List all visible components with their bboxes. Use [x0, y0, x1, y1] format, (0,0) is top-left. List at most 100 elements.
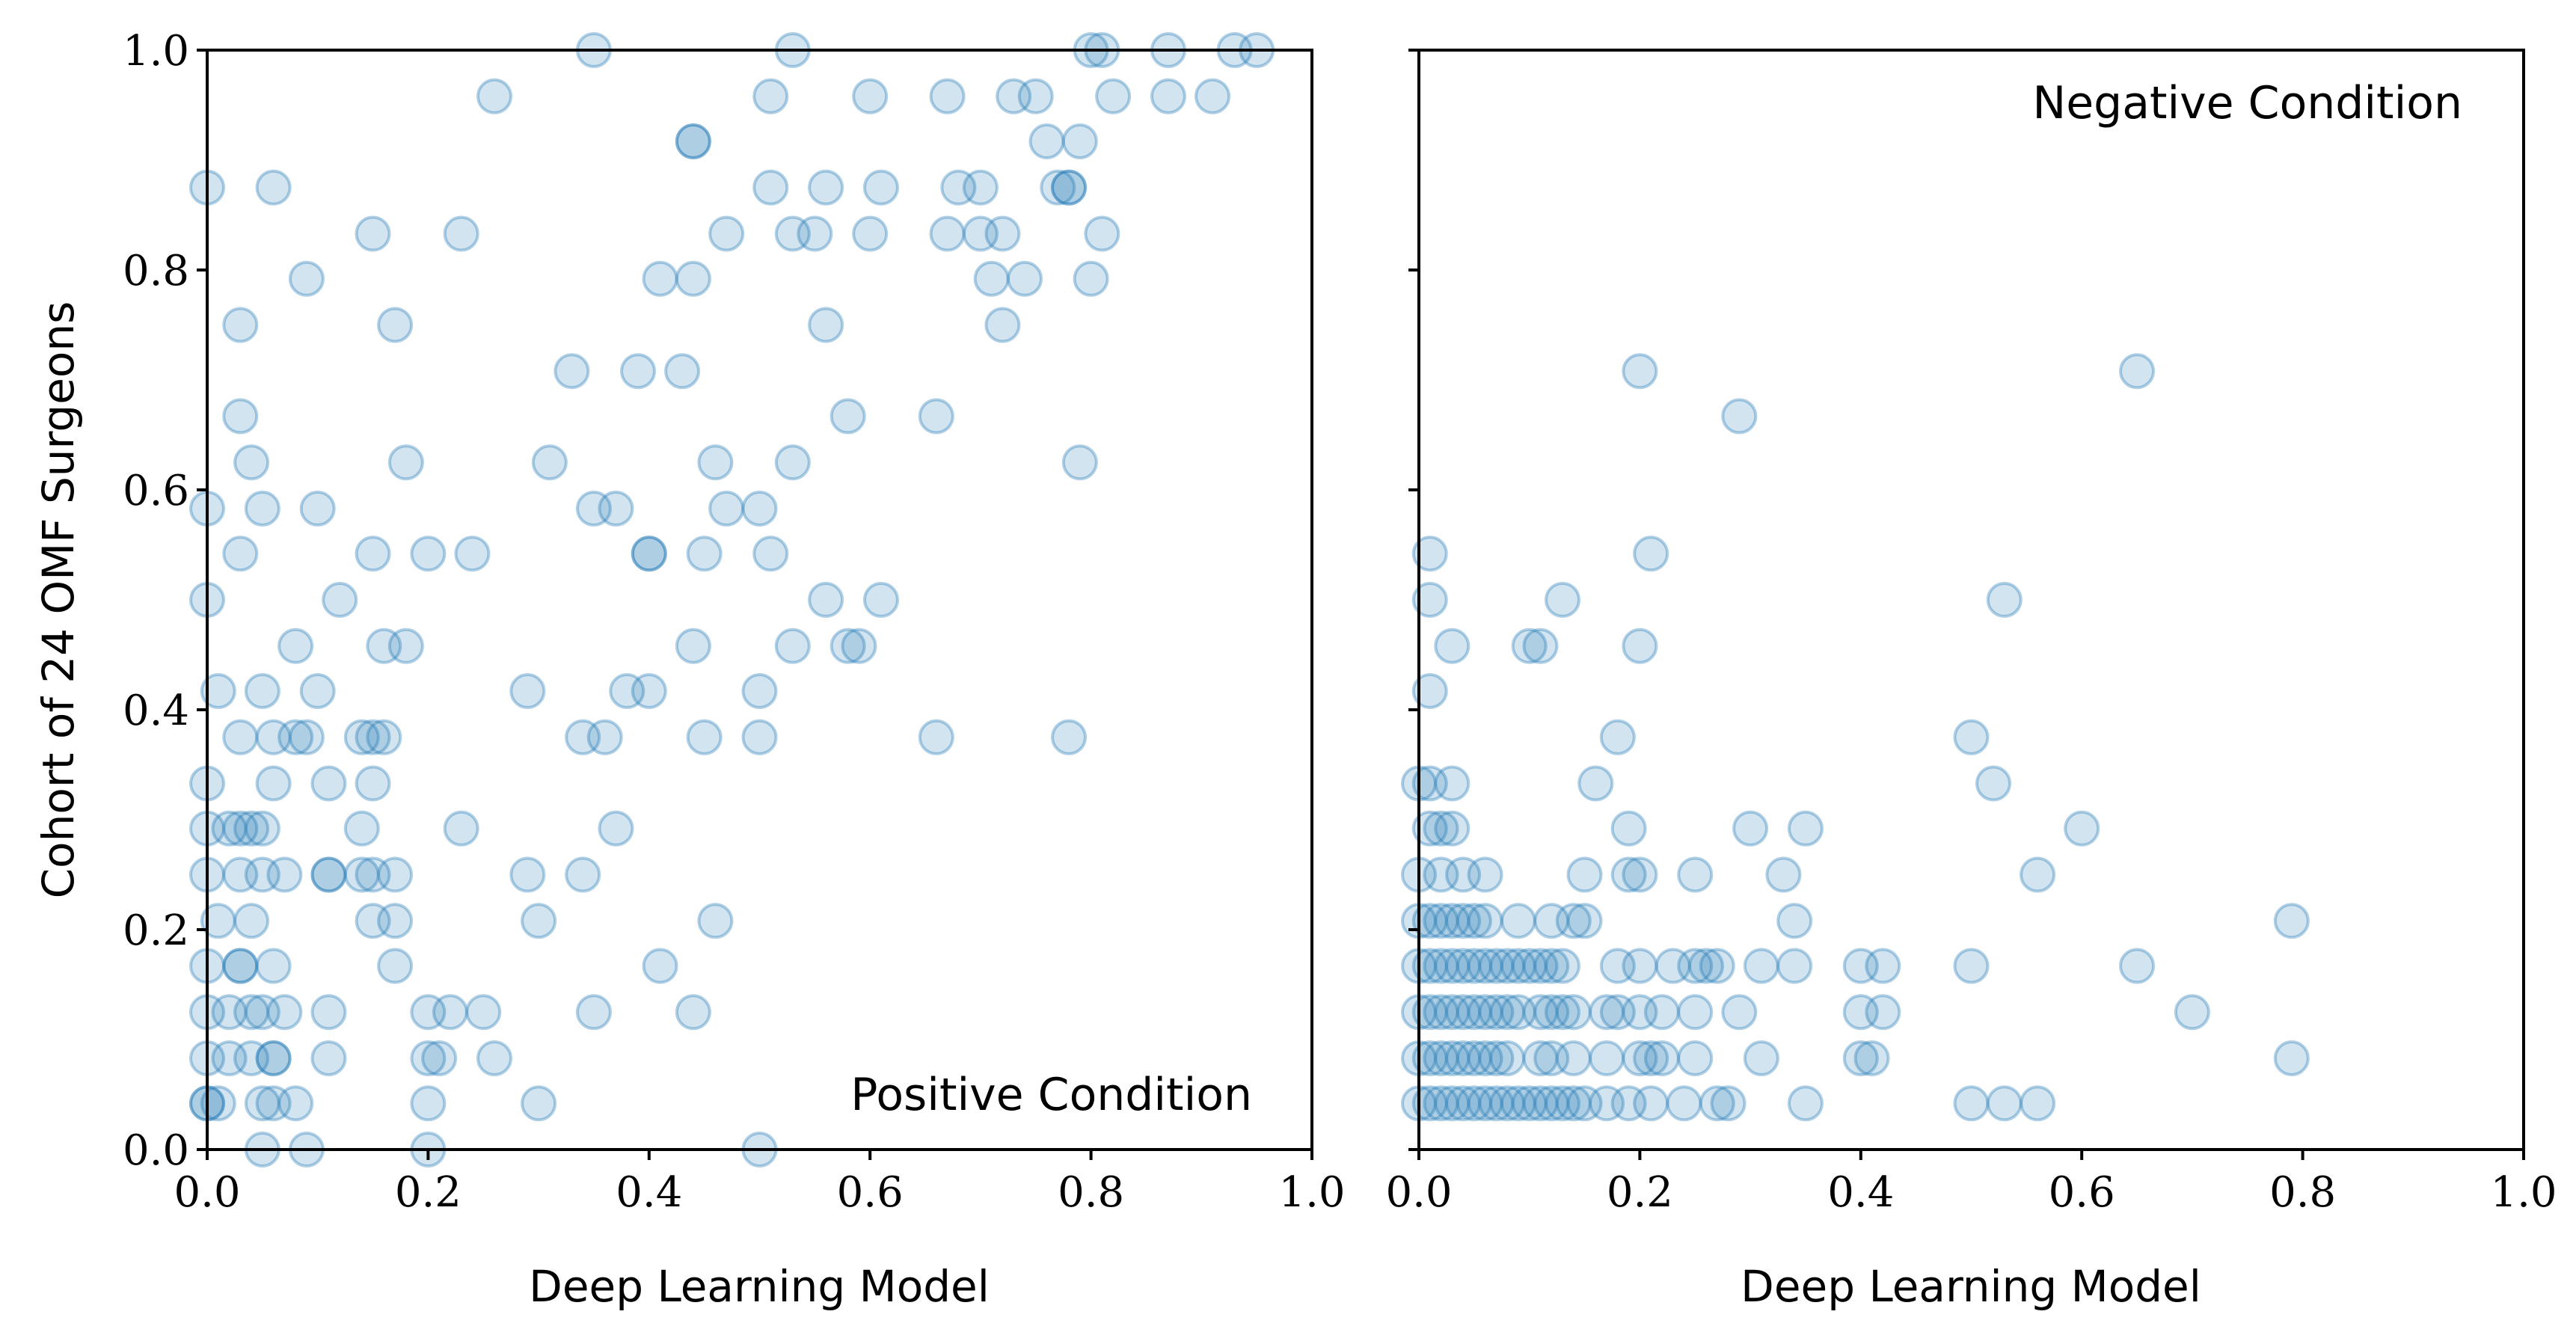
left-y-tick-label: 0.0 [123, 1126, 189, 1175]
right-data-point [1489, 994, 1526, 1031]
right-data-point [1434, 1040, 1471, 1076]
left-x-tick-label: 1.0 [1278, 1168, 1345, 1217]
right-data-point [1699, 1085, 1735, 1122]
negative-condition-annotation: Negative Condition [2032, 77, 2462, 129]
left-data-point [829, 627, 866, 664]
left-data-point [984, 215, 1021, 252]
left-data-point [1061, 444, 1098, 481]
right-data-point [1467, 948, 1503, 984]
left-data-point [410, 536, 447, 572]
right-data-point [1411, 765, 1448, 802]
right-y-ticks [1408, 49, 1419, 1151]
right-data-point [2119, 353, 2156, 390]
right-data-point [1721, 398, 1758, 435]
right-data-point [1522, 948, 1559, 984]
right-data-point [1500, 994, 1536, 1031]
left-data-point [918, 719, 954, 755]
left-data-point [366, 719, 402, 755]
left-x-tick-label: 0.8 [1058, 1168, 1124, 1217]
left-data-point [222, 948, 259, 984]
left-data-point [266, 994, 303, 1031]
left-data-point [277, 627, 314, 664]
right-data-point [1533, 1040, 1570, 1076]
right-data-point [1467, 1040, 1503, 1076]
right-data-point [1533, 903, 1570, 939]
left-data-point [708, 490, 745, 527]
left-data-point [752, 78, 789, 114]
left-data-point [1073, 260, 1109, 297]
right-x-axis-label: Deep Learning Model [1741, 1261, 2201, 1312]
left-x-ticks: 0.0 0.2 0.4 0.6 0.8 1.0 [174, 1150, 1346, 1217]
left-data-point [255, 1085, 292, 1122]
left-data-point [465, 994, 502, 1031]
right-data-point [1423, 903, 1459, 939]
right-data-point [1555, 1040, 1592, 1076]
left-data-point [675, 627, 711, 664]
right-data-point [1986, 1085, 2023, 1122]
left-data-point [299, 673, 336, 710]
left-data-point [355, 903, 391, 939]
left-data-point [852, 78, 889, 114]
right-data-point [1953, 719, 1990, 755]
left-data-point [741, 490, 778, 527]
right-data-point [1975, 765, 2012, 802]
positive-condition-annotation: Positive Condition [850, 1069, 1252, 1121]
right-data-point [1545, 582, 1581, 618]
left-data-point [620, 353, 657, 390]
right-data-point [1677, 948, 1714, 984]
left-data-point [862, 169, 899, 206]
left-data-point [675, 260, 711, 297]
left-data-point [929, 215, 966, 252]
left-data-point [631, 536, 667, 572]
right-data-point [1677, 994, 1714, 1031]
left-data-point [852, 215, 889, 252]
right-data-point [1633, 1085, 1669, 1122]
left-data-point [675, 994, 711, 1031]
right-data-point [1589, 1040, 1625, 1076]
left-x-tick-label: 0.4 [616, 1168, 682, 1217]
left-data-point [200, 903, 236, 939]
left-data-point [929, 78, 966, 114]
left-data-point [355, 215, 391, 252]
left-data-point [310, 856, 347, 893]
left-data-point [862, 582, 899, 618]
right-data-point [1522, 627, 1559, 664]
left-data-point [774, 444, 811, 481]
left-data-point [565, 719, 601, 755]
left-data-point [355, 719, 391, 755]
left-data-point [476, 78, 513, 114]
right-x-ticks: 0.0 0.2 0.4 0.6 0.8 1.0 [1385, 1150, 2557, 1217]
left-data-point [288, 719, 325, 755]
right-data-point [1865, 994, 1901, 1031]
right-data-point [1622, 627, 1658, 664]
right-data-point [1622, 353, 1658, 390]
left-y-tick-label: 0.8 [123, 247, 189, 295]
right-x-tick-label: 1.0 [2490, 1168, 2557, 1217]
left-data-point [918, 398, 954, 435]
left-data-point [531, 444, 568, 481]
right-data-point [1445, 994, 1482, 1031]
left-panel: 0.0 0.2 0.4 0.6 0.8 1.0 0.0 0.2 0.4 0.6 0.8 1.0 De… [33, 27, 1346, 1312]
right-points [1401, 353, 2310, 1122]
right-data-point [1622, 994, 1658, 1031]
left-data-point [299, 490, 336, 527]
right-data-point [1467, 856, 1503, 893]
left-data-point [774, 215, 811, 252]
right-data-point [1633, 1040, 1669, 1076]
right-data-point [1423, 1085, 1459, 1122]
left-data-point [565, 856, 601, 893]
right-panel: 0.0 0.2 0.4 0.6 0.8 1.0 Deep Learning Model N… [1385, 49, 2557, 1312]
right-data-point [1434, 903, 1471, 939]
right-data-point [1566, 856, 1603, 893]
left-data-point [808, 307, 844, 343]
left-data-point [686, 536, 723, 572]
right-data-point [1842, 948, 1879, 984]
right-data-point [2020, 856, 2056, 893]
left-data-point [387, 444, 424, 481]
right-data-point [1566, 903, 1603, 939]
left-x-tick-label: 0.2 [395, 1168, 461, 1217]
left-x-tick-label: 0.0 [174, 1168, 240, 1217]
left-plot-frame [206, 49, 1313, 1151]
left-data-point [476, 1040, 513, 1076]
